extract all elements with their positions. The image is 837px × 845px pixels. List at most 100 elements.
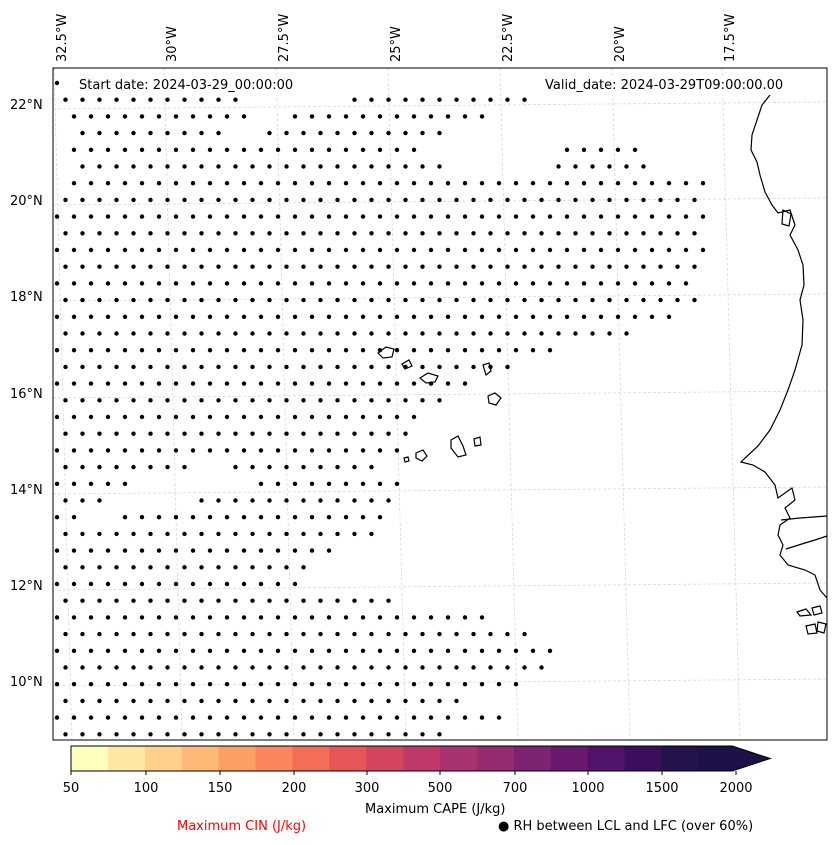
rh-dot (148, 364, 153, 370)
rh-dot (88, 314, 94, 319)
lon-gridline (163, 67, 183, 741)
rh-dot (241, 581, 247, 587)
rh-dot (301, 698, 306, 704)
rh-dot (207, 448, 213, 453)
rh-dot (505, 331, 510, 336)
colorbar-outline (70, 745, 772, 772)
rh-dot (377, 515, 383, 520)
rh-dot (394, 414, 400, 420)
rh-dot (54, 581, 60, 587)
rh-dot (224, 147, 230, 152)
lat-label: 12°N (10, 579, 43, 594)
rh-dot (165, 598, 170, 603)
rh-dot (131, 364, 136, 370)
rh-dot (556, 297, 561, 303)
rh-dot (411, 682, 417, 687)
rh-dot (105, 381, 111, 386)
rh-dot (207, 348, 213, 353)
lon-gridline (611, 67, 631, 741)
rh-dot (233, 264, 238, 269)
rh-dot (462, 181, 468, 186)
rh-dot (377, 414, 383, 420)
rh-dot (241, 414, 247, 420)
rh-dot (292, 481, 298, 486)
rh-dot (105, 348, 111, 353)
rh-dot (615, 247, 621, 253)
rh-dot (547, 214, 553, 219)
rh-dot (309, 381, 315, 386)
rh-dot (80, 264, 85, 269)
rh-dot (352, 130, 357, 136)
colorbar-tick-label: 500 (427, 781, 453, 796)
rh-dot (148, 197, 153, 203)
rh-dot (335, 732, 340, 737)
rh-dot (190, 247, 196, 253)
rh-dot (360, 715, 366, 720)
rh-dot (182, 732, 187, 737)
rh-dot (683, 181, 689, 186)
rh-dot (411, 314, 417, 319)
rh-dot (131, 331, 136, 336)
rh-dot (148, 598, 153, 603)
rh-dot (284, 398, 289, 403)
rh-dot (335, 164, 340, 169)
coastline (377, 94, 828, 635)
rh-dot (292, 548, 298, 553)
rh-dot (207, 281, 213, 286)
rh-dot (454, 264, 459, 269)
rh-dot (267, 464, 272, 470)
colorbar-segment (181, 746, 220, 771)
rh-dot (343, 481, 349, 486)
rh-dot (411, 414, 417, 420)
rh-dot (369, 297, 374, 303)
rh-dot (369, 197, 374, 203)
rh-dot (148, 130, 153, 136)
rh-dot (190, 515, 196, 520)
rh-dot (250, 565, 255, 570)
rh-dot (250, 431, 255, 436)
rh-dot (216, 231, 221, 236)
rh-dot (547, 281, 553, 286)
cape-colorbar (70, 745, 772, 775)
rh-dot (80, 130, 85, 136)
rh-dot (258, 448, 264, 453)
rh-dot (233, 431, 238, 436)
rh-dot (403, 698, 408, 704)
colorbar-segment (292, 746, 330, 771)
rh-dot (190, 448, 196, 453)
rh-dot (343, 114, 349, 119)
rh-dot (182, 698, 187, 704)
rh-dot (547, 247, 553, 253)
rh-dot (267, 665, 272, 670)
rh-dot (173, 348, 179, 353)
rh-dot (309, 247, 315, 253)
rh-dot (156, 147, 162, 152)
rh-dot (556, 264, 561, 269)
rh-dot (700, 247, 706, 253)
rh-dot (335, 264, 340, 269)
rh-dot (71, 581, 77, 587)
rh-dot (649, 181, 655, 186)
rh-dot (454, 297, 459, 303)
rh-dot (488, 197, 493, 203)
rh-dot (530, 348, 536, 353)
rh-dot (369, 498, 374, 503)
rh-dot (326, 648, 332, 653)
rh-dot (386, 197, 391, 203)
rh-dot (318, 498, 323, 503)
rh-dot (258, 715, 264, 720)
rh-dot (71, 181, 77, 186)
rh-dot (343, 648, 349, 653)
rh-dot (377, 181, 383, 186)
rh-dot (335, 197, 340, 203)
rh-dot (369, 431, 374, 436)
rh-dot (411, 648, 417, 653)
rh-dot (454, 631, 459, 637)
rh-dot (97, 732, 102, 737)
rh-dot (692, 231, 697, 236)
rh-dot (445, 114, 451, 119)
rh-dot (394, 615, 400, 620)
rh-dot (284, 531, 289, 537)
rh-dot (250, 732, 255, 737)
rh-dot (216, 565, 221, 570)
